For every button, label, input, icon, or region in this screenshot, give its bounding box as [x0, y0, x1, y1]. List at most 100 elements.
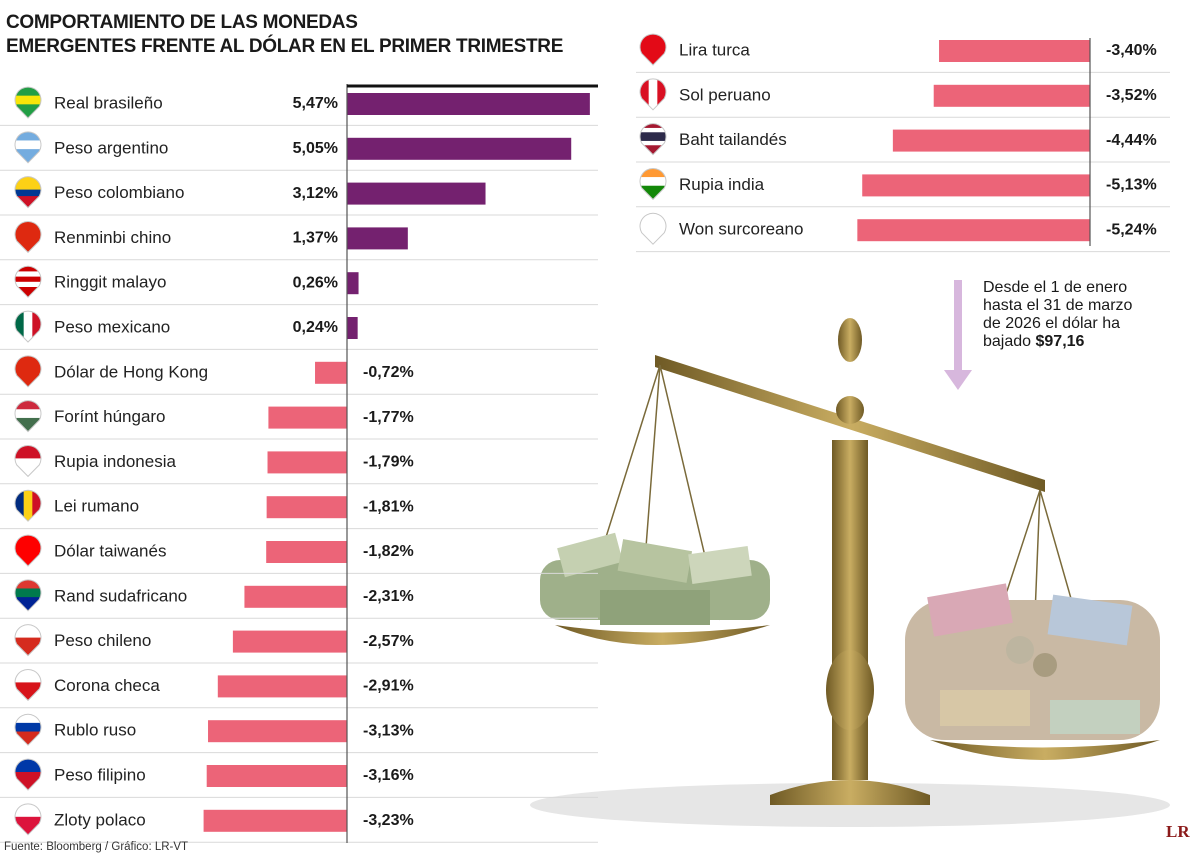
- category-label: Rupia india: [679, 175, 765, 194]
- annotation: Desde el 1 de enero hasta el 31 de marzo…: [983, 279, 1153, 351]
- value-label: -2,31%: [363, 588, 414, 605]
- flag-icon: [15, 624, 41, 656]
- flag-stripe: [23, 311, 33, 342]
- flag-icon: [640, 213, 666, 245]
- flag-stripe: [640, 132, 666, 138]
- value-label: 5,47%: [293, 95, 338, 112]
- source: Fuente: Bloomberg / Gráfico: LR-VT: [4, 841, 189, 853]
- flag-stripe: [15, 400, 41, 410]
- flag-stripe: [15, 597, 41, 611]
- flag-icon: [15, 669, 41, 701]
- flag-stripe: [15, 196, 41, 208]
- flag-outline: [639, 168, 667, 201]
- flag-stripe: [15, 276, 41, 283]
- flag-stripe: [15, 731, 41, 746]
- flag-outline: [14, 624, 42, 657]
- category-label: Peso filipino: [54, 765, 146, 784]
- bar: [347, 93, 590, 115]
- value-label: -5,24%: [1106, 221, 1157, 238]
- flag-icon: [640, 168, 666, 200]
- category-label: Dólar taiwanés: [54, 541, 166, 560]
- flag-stripe: [15, 266, 41, 272]
- category-label: Ringgit malayo: [54, 273, 166, 292]
- bar: [232, 630, 347, 653]
- flag-stripe: [15, 417, 41, 432]
- flag-stripe: [15, 271, 41, 278]
- flag-stripe: [640, 136, 666, 142]
- flag-outline: [639, 78, 667, 111]
- flag-icon: [15, 535, 41, 566]
- flag-icon: [15, 87, 41, 118]
- flag-stripe: [15, 355, 41, 387]
- bar: [933, 84, 1090, 107]
- chart-title: COMPORTAMIENTO DE LAS MONEDAS EMERGENTES…: [6, 12, 564, 57]
- category-label: Lira turca: [679, 40, 750, 59]
- flag-icon: [15, 579, 41, 611]
- flag-outline: [14, 176, 42, 209]
- left-pan: [555, 625, 770, 645]
- flag-stripe: [640, 123, 666, 129]
- flag-stripe: [15, 95, 41, 105]
- flag-outline: [14, 669, 42, 702]
- flag-outline: [14, 579, 42, 612]
- value-label: 3,12%: [293, 185, 338, 202]
- flag-stripe: [15, 445, 41, 459]
- dollar-pile: [540, 532, 770, 625]
- category-label: Peso chileno: [54, 631, 151, 650]
- bar: [347, 227, 408, 250]
- value-label: -3,40%: [1106, 42, 1157, 59]
- flag-outline: [14, 758, 42, 791]
- flag-stripe: [640, 140, 666, 146]
- flag-icon: [15, 221, 41, 253]
- category-label: Rublo ruso: [54, 721, 136, 740]
- flag-outline: [14, 445, 42, 478]
- category-label: Corona checa: [54, 676, 160, 695]
- bar: [266, 541, 347, 563]
- flag-outline: [14, 489, 42, 522]
- category-label: Renminbi chino: [54, 228, 171, 247]
- bar: [244, 585, 347, 608]
- flag-stripe: [15, 588, 41, 598]
- value-label: -3,52%: [1106, 87, 1157, 104]
- flag-stripe: [15, 579, 41, 589]
- flag-outline: [639, 33, 667, 66]
- value-label: 0,24%: [293, 319, 338, 336]
- category-label: Peso colombiano: [54, 183, 184, 202]
- flag-stripe: [640, 127, 666, 133]
- value-label: -1,82%: [363, 543, 414, 560]
- flag-outline: [639, 123, 667, 156]
- bar: [315, 361, 347, 384]
- bar: [939, 40, 1090, 62]
- flag-icon: [640, 78, 666, 110]
- category-label: Zloty polaco: [54, 810, 146, 829]
- flag-stripe: [15, 87, 41, 97]
- bar: [347, 182, 486, 205]
- flag-stripe: [15, 183, 41, 191]
- flag-stripe: [15, 104, 41, 118]
- bar: [892, 129, 1090, 152]
- flag-outline: [14, 310, 42, 343]
- flag-outline: [639, 212, 667, 245]
- value-label: -1,77%: [363, 409, 414, 426]
- arrow-head: [944, 370, 972, 390]
- flag-icon: [15, 131, 41, 163]
- category-label: Rupia indonesia: [54, 452, 176, 471]
- flag-stripe: [15, 759, 41, 773]
- flag-stripe: [15, 189, 41, 197]
- bar: [862, 174, 1090, 197]
- scale-knob: [826, 650, 874, 730]
- bar: [206, 765, 347, 787]
- bar: [347, 272, 359, 295]
- flag-stripe: [32, 490, 42, 522]
- bar: [217, 675, 347, 698]
- bar: [267, 451, 347, 474]
- scale-finial: [838, 318, 862, 362]
- flag-stripe: [640, 213, 666, 245]
- flag-stripe: [648, 78, 658, 110]
- category-label: Sol peruano: [679, 85, 771, 104]
- bar: [268, 406, 347, 429]
- flag-stripe: [15, 281, 41, 288]
- category-label: Peso argentino: [54, 138, 168, 157]
- flag-outline: [14, 221, 42, 254]
- bar: [266, 496, 347, 519]
